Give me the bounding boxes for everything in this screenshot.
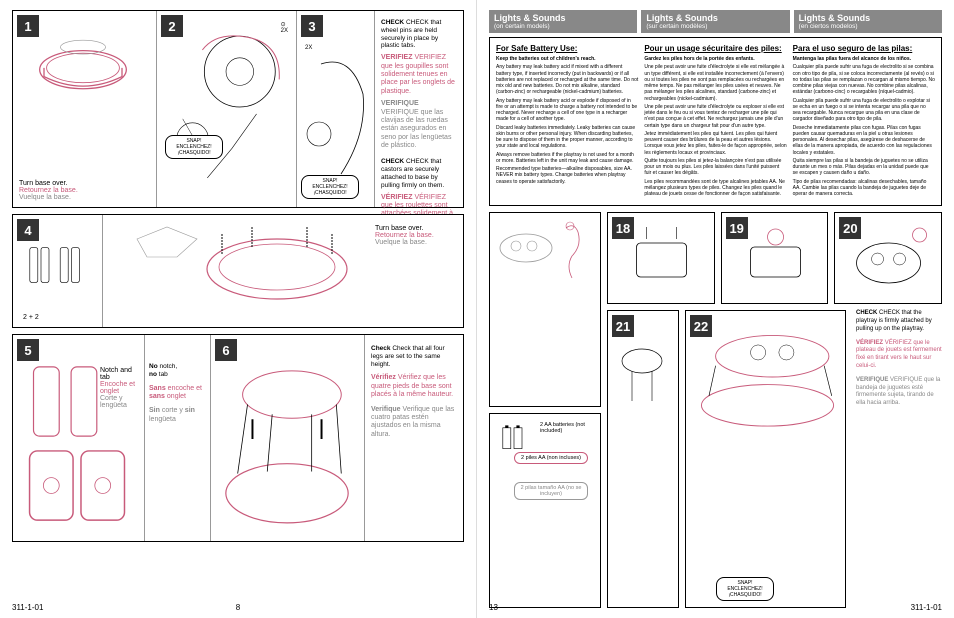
page-right: Lights & Sounds(on certain models) Light… <box>477 0 954 618</box>
safety-fr: Pour un usage sécuritaire des piles: Gar… <box>644 44 786 199</box>
step-22: 22 SNAP! ENCLENCHEZ! ¡CHASQUIDO! <box>685 310 846 608</box>
grid-left-col: 2 AA batteries (not included) 2 piles AA… <box>489 212 601 608</box>
step-21: 21 <box>607 310 679 608</box>
panel-c-text: Check Check that all four legs are set t… <box>365 335 463 541</box>
page-left: 1 Turn base over. Retournez la base. Vue… <box>0 0 477 618</box>
s5-fr: Encoche et onglet <box>100 381 140 395</box>
safety-en: For Safe Battery Use: Keep the batteries… <box>496 44 638 199</box>
snap-callout: SNAP! ENCLENCHEZ! ¡CHASQUIDO! <box>301 175 359 199</box>
step-18: 18 <box>607 212 715 304</box>
playtray-toys-icon <box>494 217 594 299</box>
header-en: Lights & Sounds(on certain models) <box>489 10 637 33</box>
footer-page: 8 <box>236 603 240 612</box>
base-assembly-cell <box>103 215 369 327</box>
batt-en: 2 AA batteries (not included) <box>540 422 596 434</box>
legs-cell: 4 2 + 2 <box>13 215 103 327</box>
step-5-cell: 5 Notch and tab Encoche et onglet Corte … <box>13 335 145 541</box>
step-20: 20 <box>834 212 942 304</box>
snap-callout: SNAP! ENCLENCHEZ! ¡CHASQUIDO! <box>716 577 774 601</box>
step22-illustration <box>692 317 843 437</box>
legs-count: 2 + 2 <box>23 314 39 321</box>
mid-text-cell: No notch,no tab Sans encoche et sans ong… <box>145 335 211 541</box>
grid-main: 18 19 20 21 22 SNAP! ENCLENCHEZ! ¡CHASQU… <box>607 212 942 608</box>
panel-1-2-3: 1 Turn base over. Retournez la base. Vue… <box>12 10 464 208</box>
snap-callout: SNAP! ENCLENCHEZ! ¡CHASQUIDO! <box>165 135 223 159</box>
legs-icon <box>19 241 95 297</box>
check-text-col: CHECK CHECK that the playtray is firmly … <box>852 310 942 608</box>
batt-es: 2 pilas tamaño AA (no se incluyen) <box>514 482 588 500</box>
step-2-cell: 2 ⊙2X SNAP! ENCLENCHEZ! ¡CHASQUIDO! <box>157 11 297 207</box>
step-6-cell: 6 <box>211 335 365 541</box>
pb-es: Vuelque la base. <box>375 239 457 246</box>
castor-illustration <box>163 17 291 201</box>
step-number: 3 <box>301 15 323 37</box>
s5-en: Notch and tab <box>100 367 140 381</box>
pb-en: Turn base over. <box>375 225 457 232</box>
batt-fr: 2 piles AA (non incluses) <box>514 452 588 464</box>
header-fr: Lights & Sounds(sur certain modèles) <box>641 10 789 33</box>
footer-page: 13 <box>489 603 498 612</box>
panel-b-text: Turn base over. Retournez la base. Vuelq… <box>369 215 463 327</box>
battery-cell: 2 AA batteries (not included) 2 piles AA… <box>489 413 601 608</box>
step1-fr: Retournez la base. <box>19 187 150 194</box>
step-3-cell: 3 2X SNAP! ENCLENCHEZ! ¡CHASQUIDO! <box>297 11 375 207</box>
quantity-2x: ⊙2X <box>281 21 288 34</box>
step1-en: Turn base over. <box>19 180 150 187</box>
steps-grid: 2 AA batteries (not included) 2 piles AA… <box>489 212 942 608</box>
s5-es: Corte y lengüeta <box>100 395 140 409</box>
row-21-22: 21 22 SNAP! ENCLENCHEZ! ¡CHASQUIDO! CHEC… <box>607 310 942 608</box>
step20-illustration <box>841 219 936 299</box>
step-19: 19 <box>721 212 829 304</box>
step19-illustration <box>728 219 823 299</box>
panel-5-6: 5 Notch and tab Encoche et onglet Corte … <box>12 334 464 542</box>
step21-illustration <box>612 331 672 431</box>
step-number: 4 <box>17 219 39 241</box>
step1-es: Vuelque la base. <box>19 194 150 201</box>
base-illustration <box>23 35 143 113</box>
safety-box: For Safe Battery Use: Keep the batteries… <box>489 37 942 206</box>
step18-illustration <box>614 219 709 299</box>
panel-4: 4 2 + 2 Turn base over. Retournez la bas… <box>12 214 464 328</box>
panel-a-text: CHECK CHECK that wheel pins are held sec… <box>375 11 463 207</box>
footer-left: 311-1-01 <box>12 603 43 612</box>
check-es: VERIFIQUE que las clavijas de las ruedas… <box>381 109 451 150</box>
battery-icon <box>498 422 538 456</box>
footer-right: 311-1-01 <box>911 603 942 612</box>
header-band: Lights & Sounds(on certain models) Light… <box>489 10 942 33</box>
safety-es: Para el uso seguro de las pilas: Manteng… <box>793 44 935 199</box>
toy-panel-cell <box>489 212 601 407</box>
step-number: 1 <box>17 15 39 37</box>
row-18-19-20: 18 19 20 <box>607 212 942 304</box>
base-legs-illustration <box>107 219 367 319</box>
header-es: Lights & Sounds(en ciertos modelos) <box>794 10 942 33</box>
step-1-cell: 1 Turn base over. Retournez la base. Vue… <box>13 11 157 207</box>
pb-fr: Retournez la base. <box>375 232 457 239</box>
walker-assembly-illustration <box>213 341 361 537</box>
